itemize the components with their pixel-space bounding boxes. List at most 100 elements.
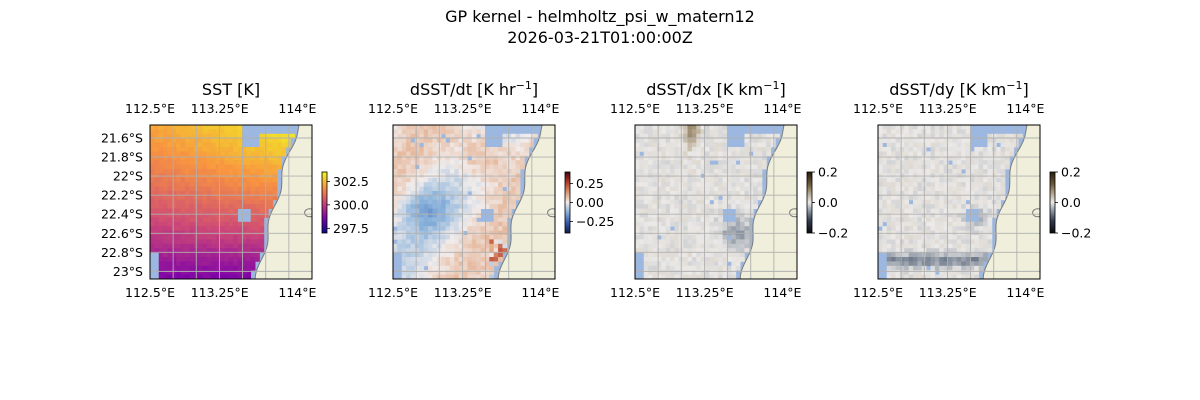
heatmap-cell xyxy=(882,164,888,170)
panel-frame xyxy=(149,124,313,280)
heatmap-cell xyxy=(939,169,945,174)
heatmap-cell xyxy=(163,235,168,240)
heatmap-cell xyxy=(185,142,190,148)
heatmap-cell xyxy=(471,204,477,209)
heatmap-cell xyxy=(943,257,949,262)
heatmap-cell xyxy=(661,265,667,271)
heatmap-cell xyxy=(683,186,688,192)
heatmap-cell xyxy=(665,217,671,223)
heatmap-cell xyxy=(406,129,411,135)
heatmap-cell xyxy=(428,186,433,192)
heatmap-cell xyxy=(705,186,710,192)
heatmap-cell xyxy=(735,147,741,152)
heatmap-cell xyxy=(511,155,516,161)
heatmap-cell xyxy=(665,261,671,267)
heatmap-cell xyxy=(489,261,495,267)
heatmap-cell xyxy=(150,239,155,245)
heatmap-cell xyxy=(423,133,429,139)
heatmap-cell xyxy=(449,248,455,253)
heatmap-cell xyxy=(648,191,653,196)
heatmap-cell xyxy=(189,195,195,201)
heatmap-cell xyxy=(519,138,525,143)
heatmap-cell xyxy=(228,217,234,223)
x-tick-label-bottom: 113.25°E xyxy=(919,285,977,300)
heatmap-cell xyxy=(171,235,177,240)
heatmap-cell xyxy=(904,138,910,143)
gridlines xyxy=(150,125,312,279)
heatmap-cell xyxy=(705,133,710,139)
heatmap-cell xyxy=(506,147,512,152)
heatmap-cell xyxy=(1009,138,1015,143)
heatmap-cell xyxy=(761,160,767,165)
heatmap-cell xyxy=(948,252,953,258)
heatmap-cell xyxy=(259,182,265,187)
heatmap-cell xyxy=(458,142,464,148)
heatmap-cell xyxy=(753,191,758,196)
heatmap-cell xyxy=(987,151,993,157)
heatmap-cell xyxy=(268,204,273,209)
heatmap-cell xyxy=(498,239,503,245)
heatmap-cell xyxy=(511,177,516,183)
heatmap-cell xyxy=(674,208,680,214)
heatmap-cell xyxy=(895,199,901,205)
heatmap-cell xyxy=(665,160,671,165)
heatmap-cell xyxy=(445,261,451,267)
heatmap-cell xyxy=(449,125,455,130)
heatmap-cell xyxy=(740,199,745,205)
heatmap-cell xyxy=(987,169,993,174)
heatmap-cell xyxy=(476,147,481,152)
heatmap-cell xyxy=(670,191,675,196)
heatmap-cell xyxy=(899,239,905,245)
heatmap-cell xyxy=(467,261,473,267)
heatmap-cell xyxy=(643,191,649,196)
heatmap-cell xyxy=(934,155,940,161)
heatmap-cell xyxy=(639,129,645,135)
heatmap-cell xyxy=(674,142,680,148)
heatmap-cell xyxy=(489,160,495,165)
heatmap-cell xyxy=(639,125,645,130)
heatmap-cell xyxy=(211,261,217,267)
heatmap-cell xyxy=(983,169,988,174)
heatmap-cell xyxy=(691,204,697,209)
heatmap-cell xyxy=(643,186,649,192)
heatmap-cell xyxy=(952,182,958,187)
heatmap-cell xyxy=(899,129,905,135)
heatmap-cell xyxy=(476,186,481,192)
heatmap-cell xyxy=(471,213,477,218)
heatmap-cell xyxy=(956,191,962,196)
heatmap-cell xyxy=(397,182,403,187)
heatmap-cell xyxy=(753,155,758,161)
heatmap-cell xyxy=(189,239,195,245)
heatmap-cell xyxy=(713,151,719,157)
heatmap-cell xyxy=(185,243,190,249)
heatmap-cell xyxy=(926,252,931,258)
heatmap-cell xyxy=(150,248,155,253)
heatmap-cell xyxy=(908,142,914,148)
heatmap-cell xyxy=(511,199,516,205)
heatmap-cell xyxy=(891,226,896,231)
heatmap-cell xyxy=(467,217,473,223)
heatmap-cell xyxy=(414,257,420,262)
heatmap-cell xyxy=(974,204,980,209)
heatmap-cell xyxy=(176,142,182,148)
heatmap-cell xyxy=(410,274,416,279)
heatmap-cell xyxy=(272,138,278,143)
heatmap-cell xyxy=(220,133,225,139)
heatmap-cell xyxy=(397,160,403,165)
heatmap-cell xyxy=(515,177,521,183)
heatmap-cell xyxy=(419,270,425,275)
x-tick-label-top: 113.25°E xyxy=(434,101,492,116)
heatmap-cell xyxy=(211,151,217,157)
heatmap-cell xyxy=(709,239,715,245)
heatmap-cell xyxy=(414,191,420,196)
heatmap-cell xyxy=(930,252,936,258)
heatmap-cell xyxy=(458,213,464,218)
heatmap-cell xyxy=(878,239,883,245)
heatmap-cell xyxy=(237,221,243,227)
heatmap-cell xyxy=(150,133,155,139)
heatmap-cell xyxy=(211,147,217,152)
heatmap-cell xyxy=(713,164,719,170)
heatmap-cell xyxy=(700,164,706,170)
heatmap-cell xyxy=(670,274,675,279)
